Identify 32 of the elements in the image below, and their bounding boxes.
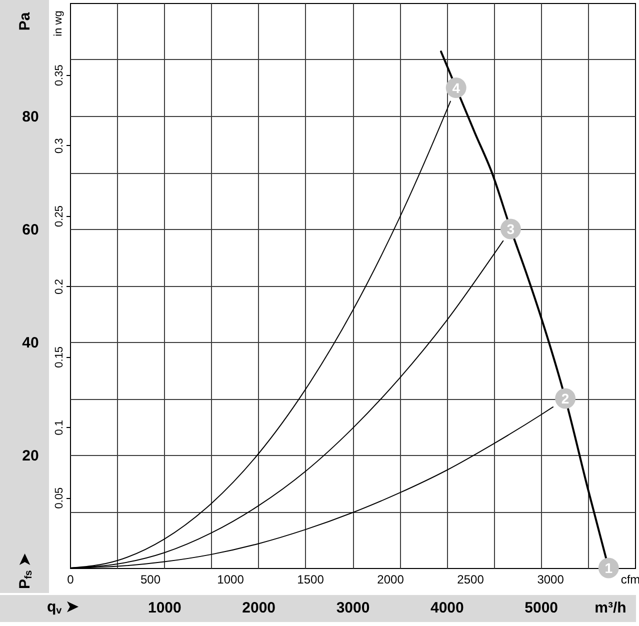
y2-tick-label: 0.3 <box>54 138 66 154</box>
x-tick-label: 2000 <box>242 600 276 616</box>
x2-tick-label: 3000 <box>537 572 564 586</box>
x-tick-label: 4000 <box>430 600 464 616</box>
y-axis-title: Pa <box>16 12 34 31</box>
y2-tick-label: 0.2 <box>54 279 66 294</box>
x2-tick-label: 2500 <box>457 572 484 586</box>
annotation: 1 <box>604 560 613 576</box>
y-tick-label: 80 <box>22 108 39 126</box>
annotation: 3 <box>506 221 515 237</box>
x-tick-label: 3000 <box>336 600 370 616</box>
y-tick-label: 40 <box>22 334 39 352</box>
y2-tick-label: 0.25 <box>54 206 66 227</box>
x-tick-label: 1000 <box>148 600 182 616</box>
x2-tick-label: 500 <box>140 572 161 586</box>
text: q$_{v}$ ➤ <box>47 598 79 616</box>
y2-tick-label: 0.15 <box>54 346 66 368</box>
annotation: 2 <box>561 390 570 406</box>
x2-tick-label: 0 <box>67 572 74 586</box>
x-axis-title: m³/h <box>594 600 626 616</box>
y-tick-label: 60 <box>22 222 39 238</box>
x2-tick-label: 1500 <box>297 572 324 586</box>
x-tick-label: 5000 <box>524 600 558 616</box>
x2-tick-label: 1000 <box>217 572 244 586</box>
x2-tick-label: 2000 <box>377 572 404 586</box>
y-tick-label: 20 <box>22 448 39 464</box>
y2-tick-label: 0.1 <box>54 420 66 436</box>
y2-tick-label: 0.05 <box>54 487 66 509</box>
annotation: 4 <box>452 80 460 96</box>
y2-tick-label: 0.35 <box>54 64 66 86</box>
y2-axis-title: in wg <box>52 10 64 36</box>
x2-axis-title: cfm <box>620 572 639 586</box>
